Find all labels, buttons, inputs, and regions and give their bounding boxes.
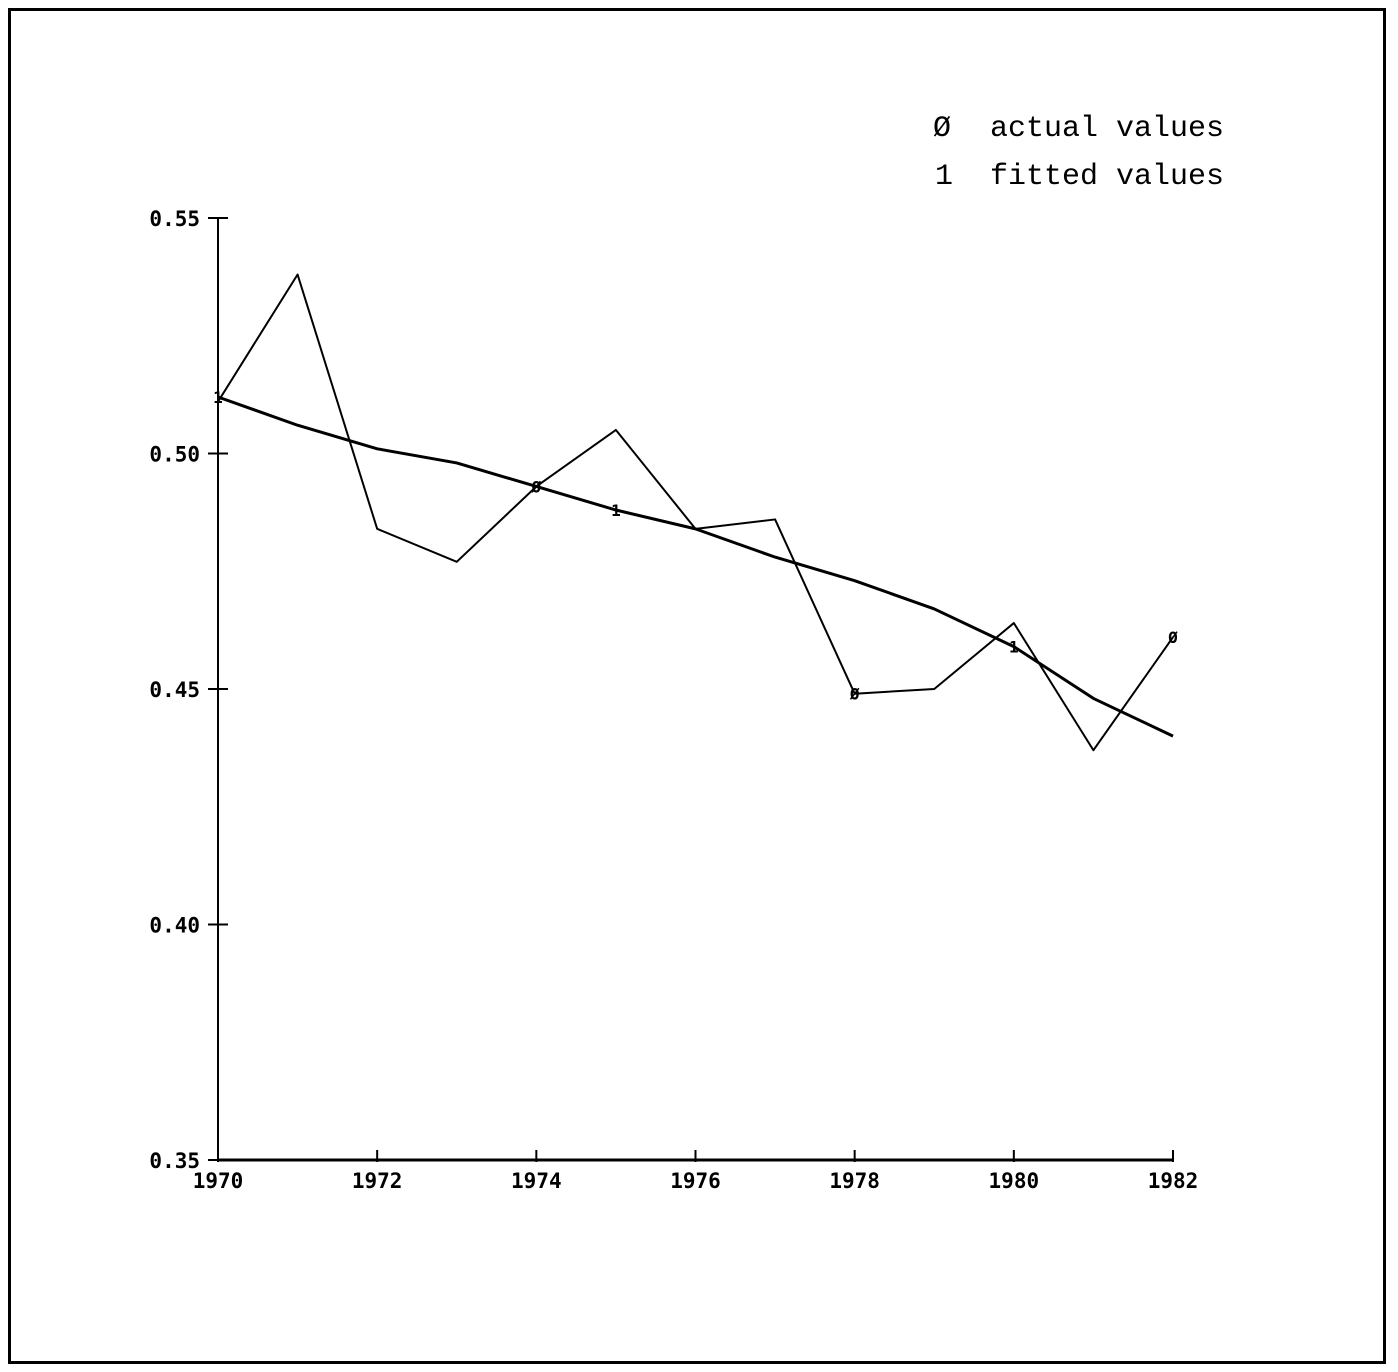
fitted-values-line — [217, 395, 1174, 738]
legend-label-fitted: fitted values — [990, 160, 1224, 194]
data-point-marker: Ø — [849, 685, 860, 704]
x-tick-label: 1978 — [829, 1169, 880, 1193]
series-lines — [217, 273, 1174, 752]
data-point-marker: 1 — [1009, 638, 1019, 657]
y-tick-label: 0.55 — [149, 207, 200, 231]
x-tick-label: 1982 — [1148, 1169, 1199, 1193]
x-tick-label: 1970 — [193, 1169, 244, 1193]
y-tick-label: 0.50 — [149, 443, 200, 467]
data-point-marker: Ø — [1167, 628, 1178, 647]
data-point-marker: 1 — [213, 388, 223, 407]
legend-symbol-actual: Ø — [933, 112, 951, 146]
axes — [217, 218, 1173, 1162]
series-markers: 1 Ø 1 Ø 1 Ø — [213, 388, 1178, 704]
x-tick-label: 1972 — [352, 1169, 403, 1193]
x-tick-label: 1976 — [670, 1169, 721, 1193]
legend: Ø actual values 1 fitted values — [933, 112, 1224, 194]
y-tick-label: 0.40 — [149, 914, 200, 938]
y-tick-label: 0.45 — [149, 678, 200, 702]
actual-values-line — [217, 273, 1174, 752]
x-axis-ticks: 1970 1972 1974 1976 1978 1980 1982 — [193, 1150, 1199, 1193]
y-axis-ticks: 0.35 0.40 0.45 0.50 0.55 — [149, 207, 228, 1173]
x-tick-label: 1974 — [511, 1169, 562, 1193]
legend-symbol-fitted: 1 — [935, 160, 953, 194]
plot-frame — [8, 8, 1386, 1364]
x-tick-label: 1980 — [989, 1169, 1040, 1193]
legend-label-actual: actual values — [990, 112, 1224, 146]
y-tick-label: 0.35 — [149, 1149, 200, 1173]
data-point-marker: 1 — [611, 501, 621, 520]
data-point-marker: Ø — [531, 477, 542, 496]
